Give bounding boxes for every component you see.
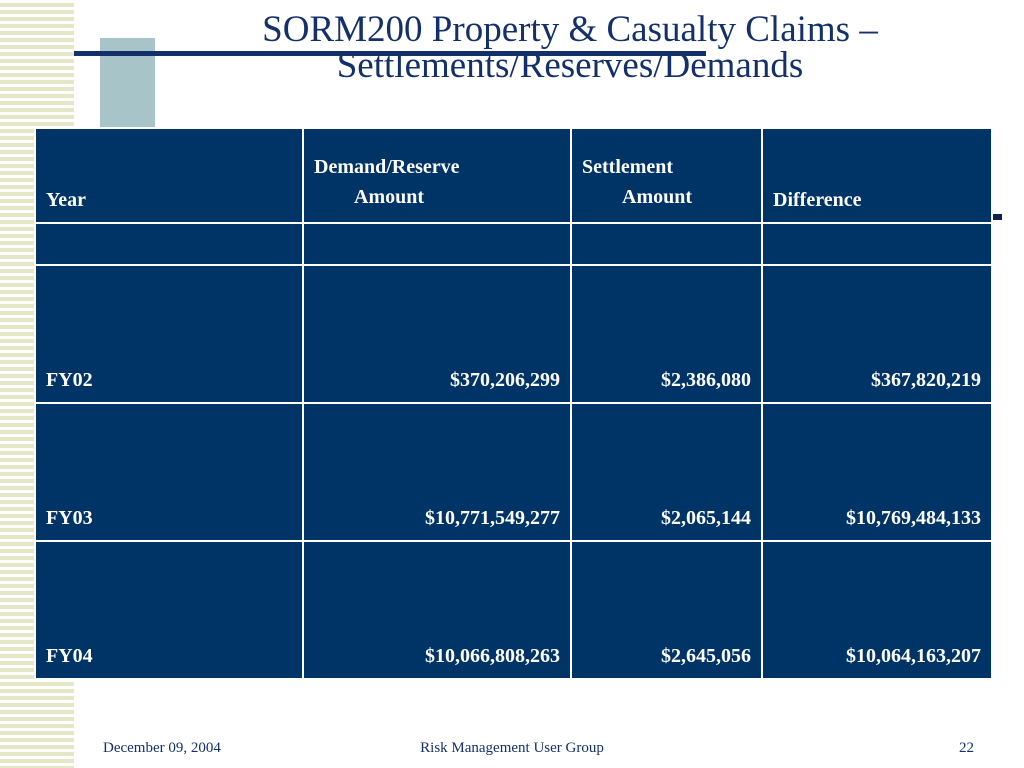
cell-difference: $10,769,484,133 [761, 402, 993, 542]
footer-page-number: 22 [959, 740, 974, 756]
cell-settlement: $2,386,080 [570, 264, 763, 404]
header-settlement: Settlement Amount [570, 127, 763, 224]
claims-table: Year Demand/Reserve Amount Settlement Am… [34, 127, 993, 680]
table-header-row: Year Demand/Reserve Amount Settlement Am… [34, 127, 993, 224]
footer-group: Risk Management User Group [420, 740, 604, 756]
header-demand-reserve: Demand/Reserve Amount [302, 127, 572, 224]
table-spacer-row [34, 222, 993, 266]
table-row: FY03 $10,771,549,277 $2,065,144 $10,769,… [34, 402, 993, 542]
cell-year: FY03 [34, 402, 304, 542]
cell-demand: $370,206,299 [302, 264, 572, 404]
table-row: FY02 $370,206,299 $2,386,080 $367,820,21… [34, 264, 993, 404]
title-rule [74, 51, 706, 56]
cell-settlement: $2,065,144 [570, 402, 763, 542]
slide-title-line1: SORM200 Property & Casualty Claims – [262, 9, 878, 50]
cell-demand: $10,066,808,263 [302, 540, 572, 680]
footer-date: December 09, 2004 [103, 740, 221, 756]
table-accent-mark [990, 214, 1002, 220]
header-difference: Difference [761, 127, 993, 224]
cell-difference: $367,820,219 [761, 264, 993, 404]
cell-year: FY04 [34, 540, 304, 680]
table-row: FY04 $10,066,808,263 $2,645,056 $10,064,… [34, 540, 993, 680]
slide-title-line2: Settlements/Reserves/Demands [336, 45, 804, 86]
cell-year: FY02 [34, 264, 304, 404]
slide-title: SORM200 Property & Casualty Claims – Set… [160, 9, 980, 86]
header-year: Year [34, 127, 304, 224]
cell-demand: $10,771,549,277 [302, 402, 572, 542]
cell-difference: $10,064,163,207 [761, 540, 993, 680]
cell-settlement: $2,645,056 [570, 540, 763, 680]
